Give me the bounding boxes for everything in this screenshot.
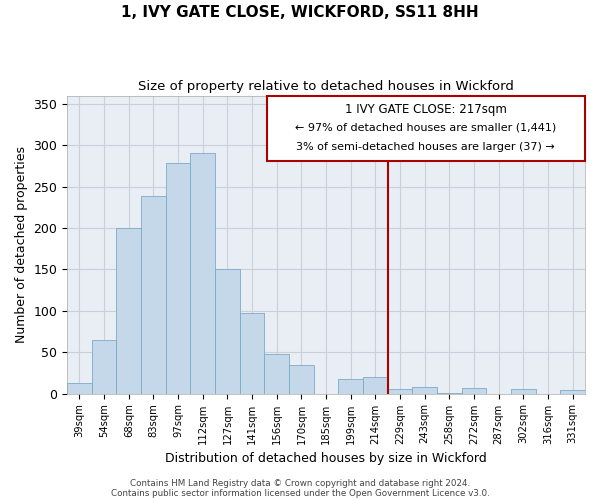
- Bar: [437, 392, 462, 394]
- Bar: [462, 388, 487, 394]
- Title: Size of property relative to detached houses in Wickford: Size of property relative to detached ho…: [138, 80, 514, 93]
- Bar: [240, 314, 265, 394]
- Bar: [412, 387, 437, 394]
- Bar: [190, 152, 215, 394]
- FancyBboxPatch shape: [266, 96, 585, 161]
- Bar: [166, 164, 190, 394]
- Bar: [265, 354, 289, 394]
- Bar: [560, 390, 585, 394]
- Bar: [116, 228, 141, 394]
- Text: Contains public sector information licensed under the Open Government Licence v3: Contains public sector information licen…: [110, 488, 490, 498]
- X-axis label: Distribution of detached houses by size in Wickford: Distribution of detached houses by size …: [165, 452, 487, 465]
- Text: 3% of semi-detached houses are larger (37) →: 3% of semi-detached houses are larger (3…: [296, 142, 555, 152]
- Y-axis label: Number of detached properties: Number of detached properties: [15, 146, 28, 343]
- Bar: [511, 390, 536, 394]
- Text: 1, IVY GATE CLOSE, WICKFORD, SS11 8HH: 1, IVY GATE CLOSE, WICKFORD, SS11 8HH: [121, 5, 479, 20]
- Bar: [289, 364, 314, 394]
- Bar: [363, 377, 388, 394]
- Bar: [92, 340, 116, 394]
- Text: Contains HM Land Registry data © Crown copyright and database right 2024.: Contains HM Land Registry data © Crown c…: [130, 478, 470, 488]
- Text: ← 97% of detached houses are smaller (1,441): ← 97% of detached houses are smaller (1,…: [295, 122, 556, 132]
- Bar: [141, 196, 166, 394]
- Bar: [67, 383, 92, 394]
- Bar: [388, 390, 412, 394]
- Bar: [215, 270, 240, 394]
- Text: 1 IVY GATE CLOSE: 217sqm: 1 IVY GATE CLOSE: 217sqm: [345, 103, 506, 116]
- Bar: [338, 378, 363, 394]
